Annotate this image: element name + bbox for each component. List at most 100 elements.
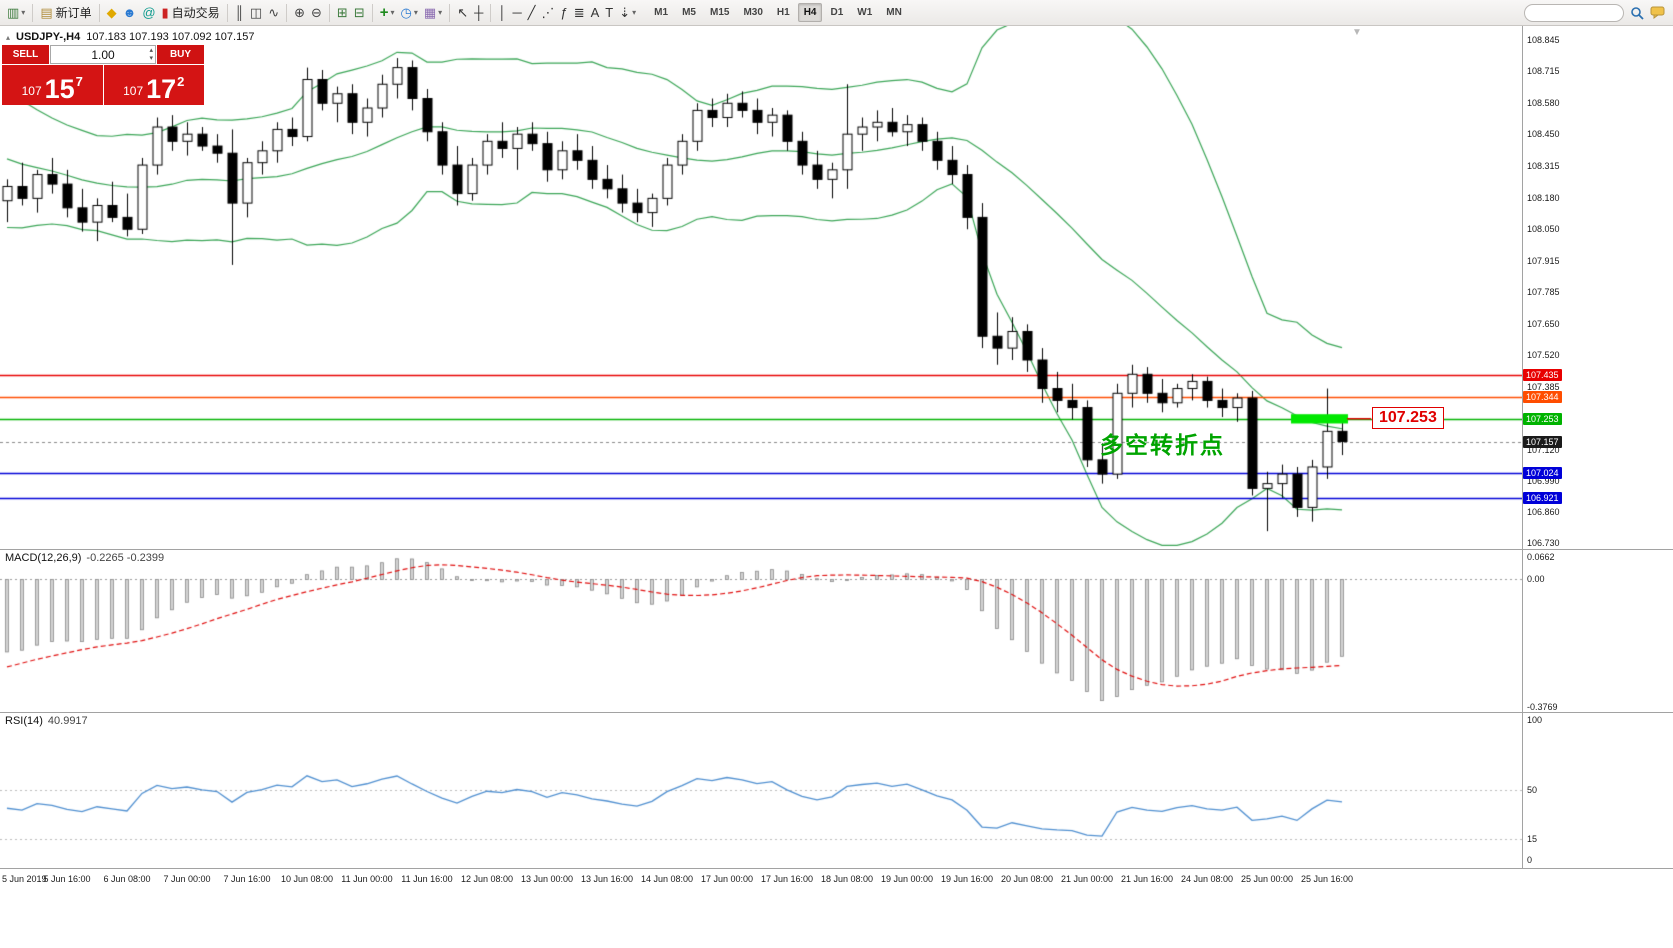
new-order-button[interactable]: ▤ 新订单 xyxy=(37,2,94,24)
volume-down-button[interactable]: ▾ xyxy=(149,55,153,62)
rsi-axis-label: 0 xyxy=(1527,855,1533,865)
channel-button[interactable]: ⋰ xyxy=(538,2,557,24)
timeframe-mn-button[interactable]: MN xyxy=(886,7,902,18)
macd-panel-separator[interactable] xyxy=(0,549,1673,550)
macd-axis-label: -0.3769 xyxy=(1527,702,1558,712)
indicators-button[interactable]: + ▾ xyxy=(377,2,398,24)
line-chart-button[interactable]: ∿ xyxy=(265,2,282,24)
community-button[interactable]: ☻ xyxy=(120,2,140,24)
price-tick-label: 106.990 xyxy=(1527,476,1560,487)
metaeditor-icon: ◆ xyxy=(106,5,117,20)
horizontal-line-icon: ─ xyxy=(512,5,522,20)
price-tick-label: 108.050 xyxy=(1527,224,1560,235)
price-tick-label: 108.580 xyxy=(1527,98,1560,109)
trendline-button[interactable]: ╱ xyxy=(525,2,539,24)
zoom-in-button[interactable]: ⊕ xyxy=(291,2,308,24)
rsi-name: RSI(14) xyxy=(5,715,43,727)
chat-icon[interactable] xyxy=(1650,6,1665,19)
rsi-axis-label: 50 xyxy=(1527,785,1538,795)
time-axis-label: 13 Jun 16:00 xyxy=(580,874,634,884)
bull-bear-turning-point-annotation[interactable]: 多空转折点 xyxy=(1100,432,1225,458)
toolbar-separator xyxy=(286,3,288,22)
autotrading-button[interactable]: ▮ 自动交易 xyxy=(159,2,223,24)
volume-stepper[interactable]: 1.00 ▴ ▾ xyxy=(50,45,156,64)
shapes-button[interactable]: ≣ xyxy=(571,2,588,24)
time-axis[interactable]: 5 Jun 2019 5 Jun 16:00 6 Jun 08:00 7 Jun 00… xyxy=(0,869,1673,889)
buy-button[interactable]: BUY xyxy=(157,45,204,64)
time-axis-label: 19 Jun 00:00 xyxy=(880,874,934,884)
arrange-windows-button[interactable]: ⊟ xyxy=(351,2,368,24)
shapes-icon: ≣ xyxy=(573,5,585,20)
timeframe-d1-button[interactable]: D1 xyxy=(830,7,844,18)
candlestick-button[interactable]: ◫ xyxy=(247,2,265,24)
search-icon[interactable] xyxy=(1630,6,1644,20)
price-chart-canvas[interactable] xyxy=(0,26,1522,549)
timeframe-m15-button[interactable]: M15 xyxy=(709,7,730,18)
price-callout-label[interactable]: 107.253 xyxy=(1372,407,1444,429)
rsi-panel-canvas[interactable] xyxy=(0,712,1522,868)
crosshair-button[interactable]: ┼ xyxy=(471,2,486,24)
cursor-icon: ↖ xyxy=(457,5,469,20)
timeframe-m30-button[interactable]: M30 xyxy=(743,7,763,18)
time-axis-label: 10 Jun 08:00 xyxy=(280,874,334,884)
metaeditor-button[interactable]: ◆ xyxy=(104,2,120,24)
person-icon: ☻ xyxy=(122,5,137,20)
rsi-panel-separator[interactable] xyxy=(0,712,1673,713)
ohlc-values: 107.183 107.193 107.092 107.157 xyxy=(86,31,255,43)
label-button[interactable]: T xyxy=(602,2,616,24)
rsi-value: 40.9917 xyxy=(47,715,88,727)
timeframe-h1-button[interactable]: H1 xyxy=(776,7,790,18)
zoom-out-button[interactable]: ⊖ xyxy=(308,2,325,24)
time-axis-label: 25 Jun 16:00 xyxy=(1300,874,1354,884)
chart-shift-marker-icon[interactable]: ▼ xyxy=(1352,27,1362,38)
zoom-out-icon: ⊖ xyxy=(311,5,322,20)
toolbar-separator xyxy=(32,3,34,22)
toolbar: ▥ ▾ ▤ 新订单 ◆ ☻ @ ▮ 自动交易 ║ ◫ ∿ ⊕ ⊖ ⊞ ⊟ + ▾ ◷ ▾ ▦ ▾ ↖ ┼ │ ─ ╱ ⋰ ƒ ≣ A T ⇣ ▾ … xyxy=(0,0,1673,26)
sell-price-button[interactable]: 107 15 7 xyxy=(2,65,103,105)
autotrading-icon: ▮ xyxy=(161,5,169,20)
search-input[interactable] xyxy=(1524,3,1624,22)
chevron-down-icon: ▾ xyxy=(632,8,637,17)
cursor-button[interactable]: ↖ xyxy=(454,2,471,24)
price-tag-107.435: 107.435 xyxy=(1523,369,1562,382)
vertical-line-button[interactable]: │ xyxy=(495,2,509,24)
sell-button[interactable]: SELL xyxy=(2,45,49,64)
bar-chart-icon: ║ xyxy=(234,5,244,20)
new-chart-button[interactable]: ▥ ▾ xyxy=(4,2,28,24)
horizontal-line-button[interactable]: ─ xyxy=(509,2,524,24)
timeframe-m1-button[interactable]: M1 xyxy=(654,7,669,18)
tile-windows-button[interactable]: ⊞ xyxy=(334,2,351,24)
time-axis-label: 21 Jun 00:00 xyxy=(1060,874,1114,884)
price-tick-label: 107.785 xyxy=(1527,287,1560,298)
price-tick-label: 107.120 xyxy=(1527,445,1560,456)
templates-button[interactable]: ▦ ▾ xyxy=(421,2,445,24)
candlestick-icon: ◫ xyxy=(249,5,263,20)
fibonacci-button[interactable]: ƒ xyxy=(557,2,570,24)
toolbar-separator xyxy=(226,3,228,22)
mql5-button[interactable]: @ xyxy=(139,2,158,24)
volume-up-button[interactable]: ▴ xyxy=(149,47,153,54)
time-axis-label: 17 Jun 16:00 xyxy=(760,874,814,884)
timeframe-m5-button[interactable]: M5 xyxy=(682,7,696,18)
time-axis-label: 5 Jun 2019 xyxy=(2,874,47,884)
price-axis-separator[interactable] xyxy=(1522,26,1523,868)
macd-panel-canvas[interactable] xyxy=(0,549,1522,712)
trade-panel-top-row: SELL 1.00 ▴ ▾ BUY xyxy=(2,45,204,64)
periods-button[interactable]: ◷ ▾ xyxy=(398,2,421,24)
label-icon: T xyxy=(605,5,614,20)
time-axis-label: 19 Jun 16:00 xyxy=(940,874,994,884)
rsi-label: RSI(14) 40.9917 xyxy=(5,715,88,727)
toolbar-button-groups: ▥ ▾ ▤ 新订单 ◆ ☻ @ ▮ 自动交易 ║ ◫ ∿ ⊕ ⊖ ⊞ ⊟ + ▾ ◷ ▾ ▦ ▾ ↖ ┼ │ ─ ╱ ⋰ ƒ ≣ A T ⇣ ▾ xyxy=(4,2,639,24)
bar-chart-button[interactable]: ║ xyxy=(232,2,247,24)
arrows-button[interactable]: ⇣ ▾ xyxy=(616,2,639,24)
price-tick-label: 108.180 xyxy=(1527,193,1560,204)
price-tick-label: 108.315 xyxy=(1527,161,1560,172)
timeframe-h4-button[interactable]: H4 xyxy=(797,3,823,22)
timeframe-w1-button[interactable]: W1 xyxy=(857,7,873,18)
buy-price-button[interactable]: 107 17 2 xyxy=(103,65,204,105)
macd-name: MACD(12,26,9) xyxy=(5,552,82,564)
text-button[interactable]: A xyxy=(588,2,603,24)
new-order-button-label: 新订单 xyxy=(55,6,92,20)
symbol-period-label: USDJPY-,H4 xyxy=(16,31,81,43)
trade-panel-collapse-icon[interactable]: ▴ xyxy=(6,32,11,42)
